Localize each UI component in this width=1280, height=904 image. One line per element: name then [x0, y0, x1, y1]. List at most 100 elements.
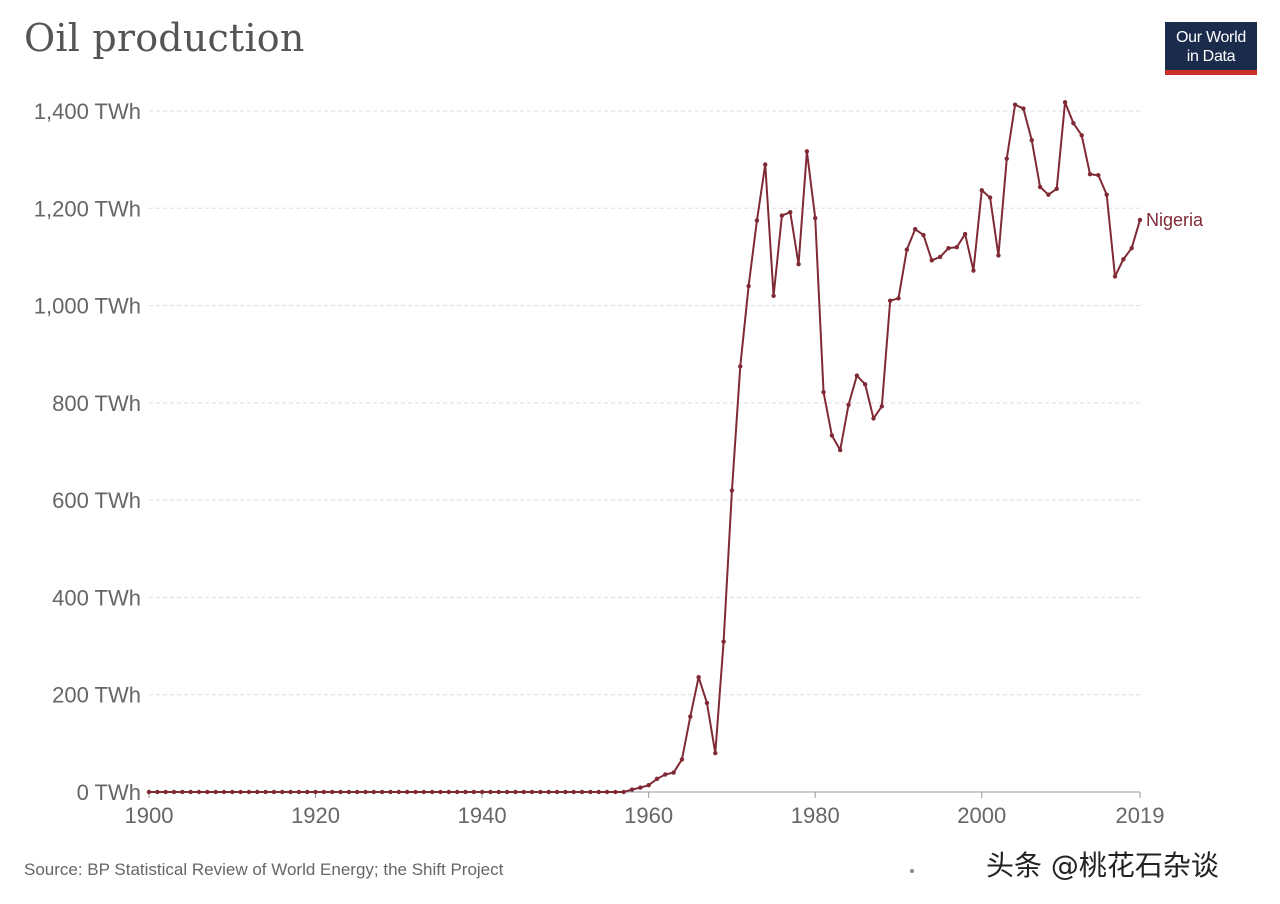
data-point [529, 789, 535, 795]
owid-logo[interactable]: Our World in Data [1165, 22, 1257, 75]
data-point [488, 789, 493, 795]
data-point [804, 149, 810, 154]
data-point [1054, 186, 1059, 192]
data-point [1071, 120, 1076, 126]
data-point [305, 789, 310, 795]
data-point [1121, 257, 1126, 262]
data-point [629, 787, 635, 792]
data-point [704, 700, 710, 706]
x-tick-label: 1900 [125, 803, 174, 828]
data-point [454, 789, 460, 795]
data-point [621, 789, 626, 795]
data-point [263, 789, 268, 795]
data-point [729, 488, 735, 493]
data-point [571, 789, 576, 795]
data-point [596, 789, 601, 795]
data-point [388, 789, 393, 795]
data-point [862, 382, 868, 387]
data-point [604, 789, 610, 795]
y-tick-label: 800 TWh [52, 391, 141, 416]
data-point [429, 789, 435, 795]
data-point [896, 296, 901, 301]
data-point [163, 789, 168, 795]
data-point [688, 714, 693, 719]
data-point [479, 789, 485, 795]
data-point [638, 785, 643, 790]
data-point [463, 789, 468, 795]
data-point [546, 789, 551, 795]
data-point [979, 188, 984, 193]
data-point [221, 789, 227, 795]
data-point [396, 789, 402, 795]
data-point [721, 639, 726, 644]
x-tick-label: 1940 [458, 803, 507, 828]
data-point [504, 789, 510, 795]
data-point [471, 789, 476, 795]
data-point [887, 298, 893, 303]
data-point [613, 789, 618, 795]
data-point [879, 404, 885, 409]
data-point [288, 789, 293, 795]
data-point [696, 675, 701, 680]
data-point [654, 776, 660, 782]
data-point [813, 215, 818, 221]
x-tick-label: 1920 [291, 803, 340, 828]
data-point [937, 254, 943, 260]
data-point [321, 789, 327, 795]
data-point [971, 268, 976, 273]
data-point [346, 789, 352, 795]
y-axis-ticks: 0 TWh 200 TWh 400 TWh 600 TWh 800 TWh 1,000 T… [34, 99, 141, 805]
source-note: Source: BP Statistical Review of World E… [24, 860, 504, 879]
data-point [663, 772, 668, 777]
series-layer: Nigeria [146, 100, 1204, 795]
data-point [554, 789, 560, 795]
data-point [996, 253, 1001, 258]
data-point [296, 789, 302, 795]
data-point [763, 162, 768, 167]
data-point [679, 757, 685, 762]
data-point [1137, 217, 1143, 223]
data-point [829, 433, 835, 438]
chart-title: Oil production [24, 16, 305, 60]
data-point [271, 789, 277, 795]
data-point [713, 750, 718, 756]
data-point [521, 789, 526, 795]
data-point [280, 789, 285, 795]
data-point [1021, 106, 1026, 111]
y-tick-label: 1,000 TWh [34, 294, 141, 319]
data-point [746, 283, 751, 289]
data-point [962, 231, 968, 237]
data-point [738, 364, 743, 369]
y-tick-label: 400 TWh [52, 585, 141, 610]
y-tick-label: 0 TWh [77, 780, 141, 805]
data-point [563, 789, 568, 795]
data-point [788, 209, 793, 215]
line-chart: 0 TWh 200 TWh 400 TWh 600 TWh 800 TWh 1,000 T… [34, 99, 1204, 828]
x-tick-label: 2019 [1116, 803, 1165, 828]
data-point [854, 373, 860, 378]
y-tick-label: 600 TWh [52, 488, 141, 513]
data-point [513, 789, 518, 795]
data-point [796, 262, 801, 267]
data-point [588, 789, 593, 795]
data-point [1129, 245, 1134, 251]
data-point [1096, 173, 1101, 178]
data-point [912, 227, 918, 232]
data-point [1012, 102, 1018, 107]
data-point [1037, 184, 1043, 190]
data-point [496, 789, 501, 795]
data-point [213, 789, 218, 795]
data-point [1062, 100, 1068, 105]
data-point [1079, 133, 1084, 138]
data-point [230, 789, 235, 795]
data-point [838, 447, 843, 453]
data-point [180, 789, 185, 795]
data-point [871, 416, 876, 421]
y-tick-label: 200 TWh [52, 683, 141, 708]
data-point [171, 789, 177, 795]
y-tick-label: 1,400 TWh [34, 99, 141, 124]
data-point [771, 293, 776, 299]
data-point [246, 789, 252, 795]
data-point [538, 789, 543, 795]
data-point [946, 245, 951, 251]
